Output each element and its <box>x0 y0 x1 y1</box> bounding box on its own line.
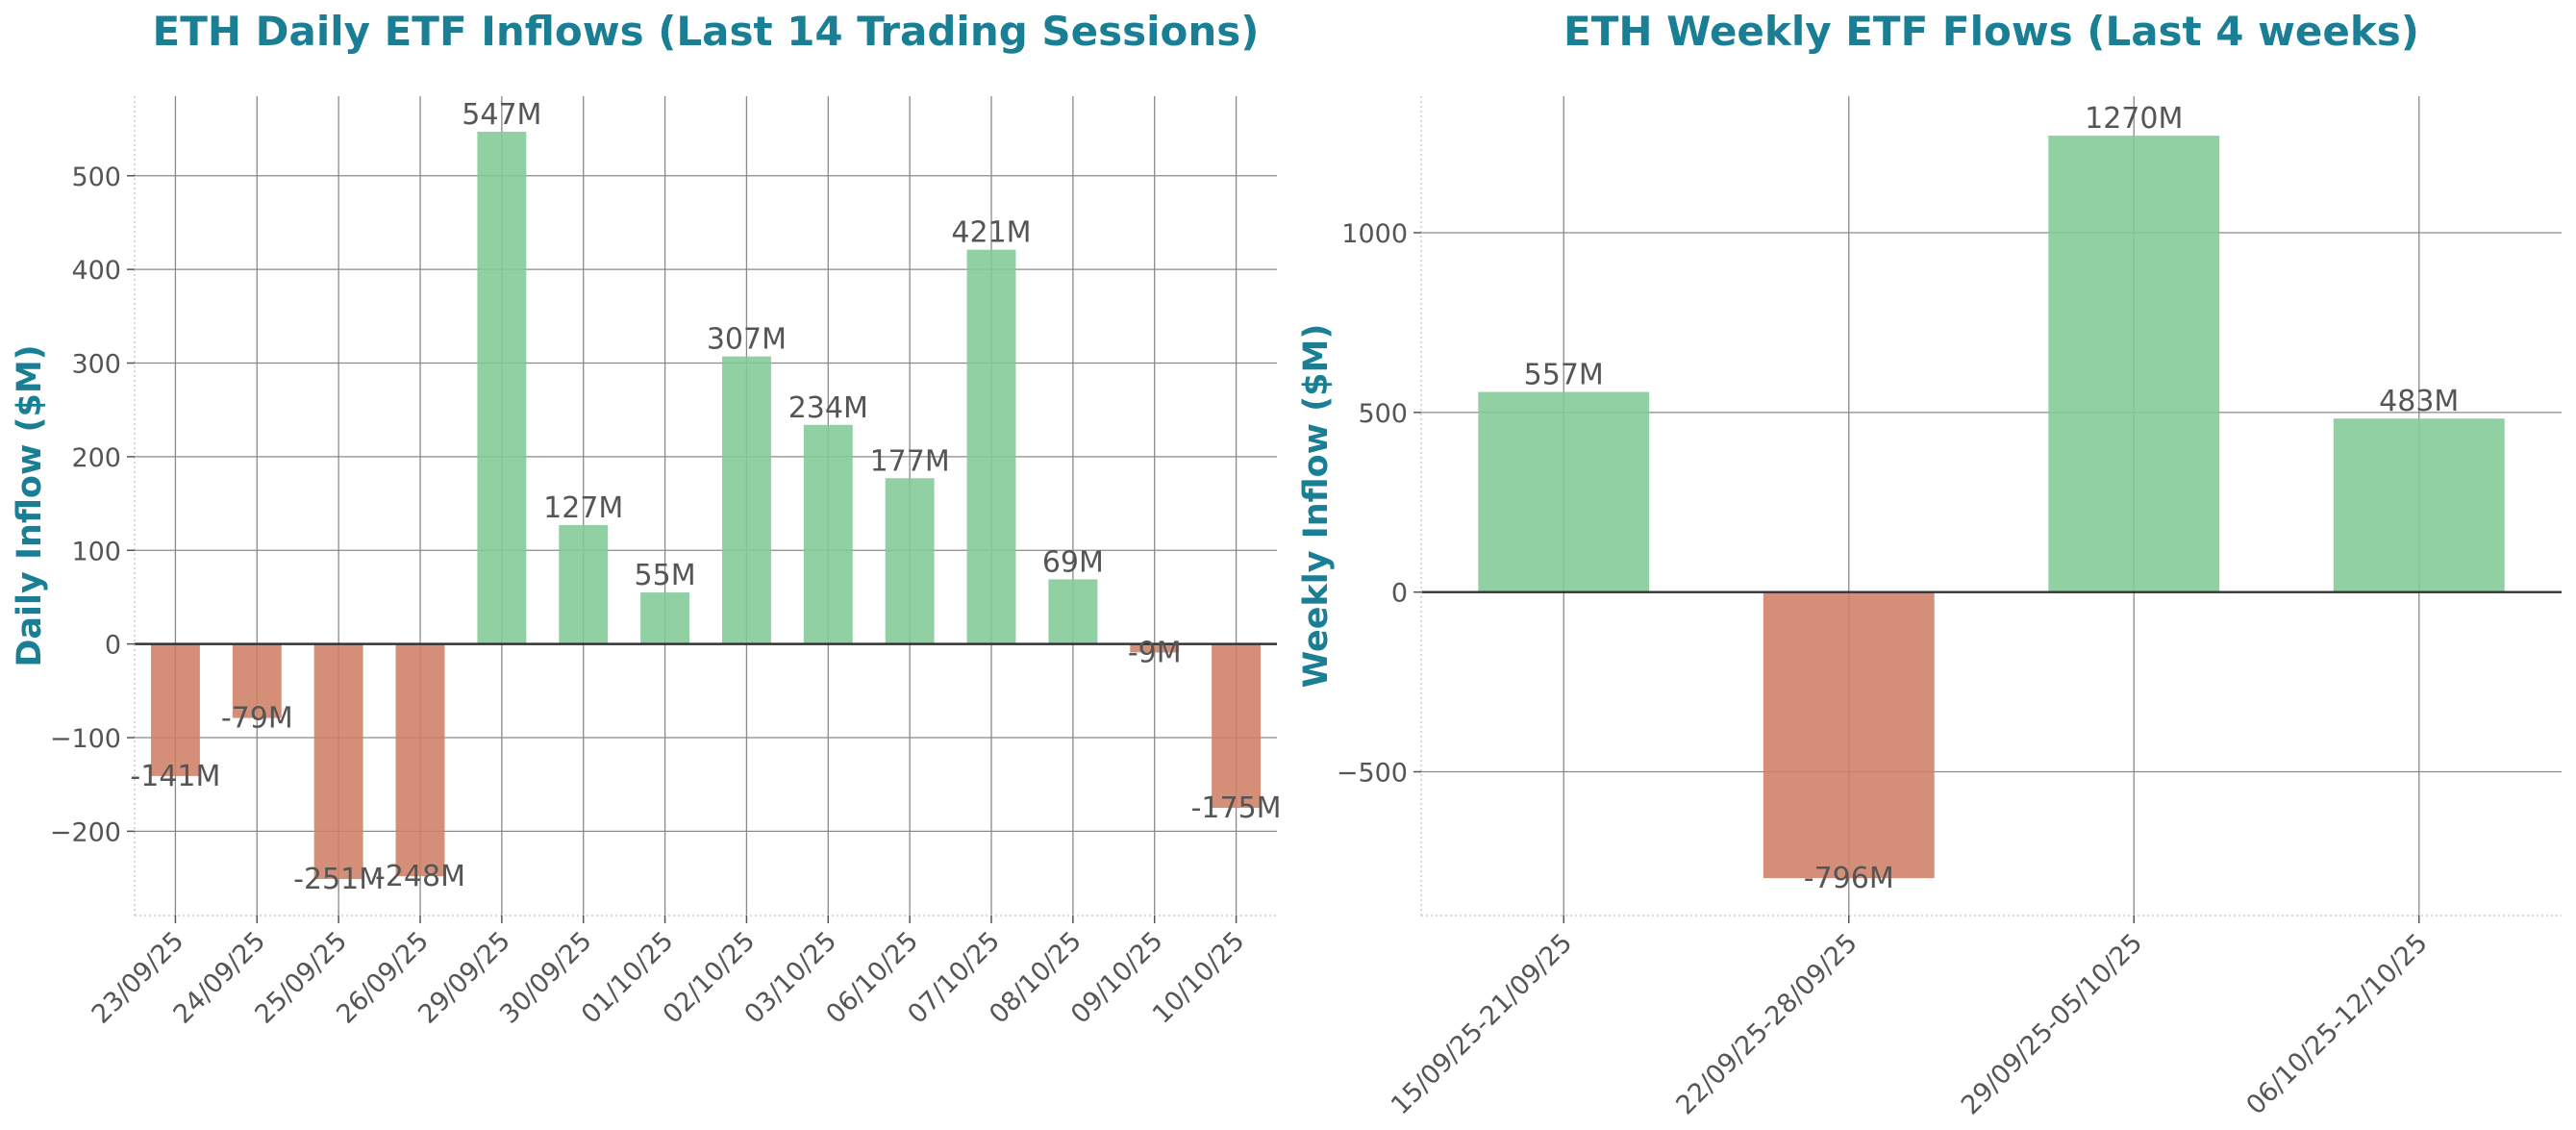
bar-29/09/25 <box>477 132 527 644</box>
bar-15/09/25-21/09/25 <box>1478 391 1650 592</box>
y-tick-label: 200 <box>71 443 121 473</box>
y-axis-label: Daily Inflow ($M) <box>11 344 49 666</box>
data-label: -796M <box>1804 862 1894 895</box>
bar-06/10/25-12/10/25 <box>2333 418 2505 592</box>
data-label: -251M <box>293 863 384 896</box>
data-label: 234M <box>788 391 868 425</box>
data-label: 55M <box>635 559 696 592</box>
bar-02/10/25 <box>721 356 771 644</box>
data-label: 547M <box>462 98 541 132</box>
bar-03/10/25 <box>803 424 853 644</box>
bar-22/09/25-28/09/25 <box>1763 591 1935 879</box>
data-label: -175M <box>1191 791 1282 825</box>
bar-06/10/25 <box>885 478 935 644</box>
y-tick-label: −200 <box>50 817 121 847</box>
y-tick-label: 0 <box>1391 579 1408 609</box>
bar-25/09/25 <box>313 643 363 880</box>
grid <box>1421 96 2562 916</box>
bar-09/10/25 <box>1130 643 1180 653</box>
x-tick-label: 22/09/25-28/09/25 <box>1670 928 1863 1120</box>
bar-29/09/25-05/10/25 <box>2048 136 2220 592</box>
data-label: 127M <box>543 491 623 525</box>
bar-08/10/25 <box>1048 579 1098 644</box>
y-tick-label: 300 <box>71 350 121 380</box>
bar-26/09/25 <box>395 643 445 877</box>
y-tick-label: 500 <box>1358 399 1408 429</box>
y-axis-label: Weekly Inflow ($M) <box>1297 324 1336 689</box>
data-label: -141M <box>130 760 220 793</box>
data-label: 1270M <box>2085 102 2183 136</box>
data-label: 421M <box>951 216 1031 250</box>
data-label: 557M <box>1524 359 1604 392</box>
data-label: 69M <box>1042 545 1104 579</box>
x-tick-label: 29/09/25-05/10/25 <box>1956 928 2148 1120</box>
y-tick-label: 500 <box>71 163 121 192</box>
data-label: -9M <box>1128 636 1182 669</box>
bar-10/10/25 <box>1212 643 1262 809</box>
bar-01/10/25 <box>640 592 690 644</box>
data-label: 307M <box>707 323 787 357</box>
y-tick-label: 0 <box>105 631 121 661</box>
bar-30/09/25 <box>559 524 609 644</box>
x-tick-label: 06/10/25-12/10/25 <box>2240 928 2433 1120</box>
x-tick-label: 15/09/25-21/09/25 <box>1386 928 1578 1120</box>
data-label: -248M <box>375 860 465 893</box>
y-tick-label: 400 <box>71 256 121 286</box>
chart-title: ETH Weekly ETF Flows (Last 4 weeks) <box>1563 8 2419 55</box>
y-tick-label: −100 <box>50 724 121 754</box>
bar-23/09/25 <box>150 643 200 776</box>
y-tick-label: −500 <box>1337 759 1408 789</box>
y-tick-label: 100 <box>71 537 121 566</box>
data-label: 177M <box>870 444 950 478</box>
y-tick-label: 1000 <box>1341 219 1408 249</box>
bar-24/09/25 <box>232 643 282 718</box>
data-label: -79M <box>221 702 293 736</box>
data-label: 483M <box>2379 385 2459 418</box>
bar-07/10/25 <box>966 249 1016 644</box>
grid <box>135 96 1277 916</box>
chart-title: ETH Daily ETF Inflows (Last 14 Trading S… <box>153 8 1260 55</box>
chart-2: ETH Weekly ETF Flows (Last 4 weeks) Weekl… <box>1297 8 2562 1120</box>
chart-1: ETH Daily ETF Inflows (Last 14 Trading S… <box>11 8 1282 1030</box>
